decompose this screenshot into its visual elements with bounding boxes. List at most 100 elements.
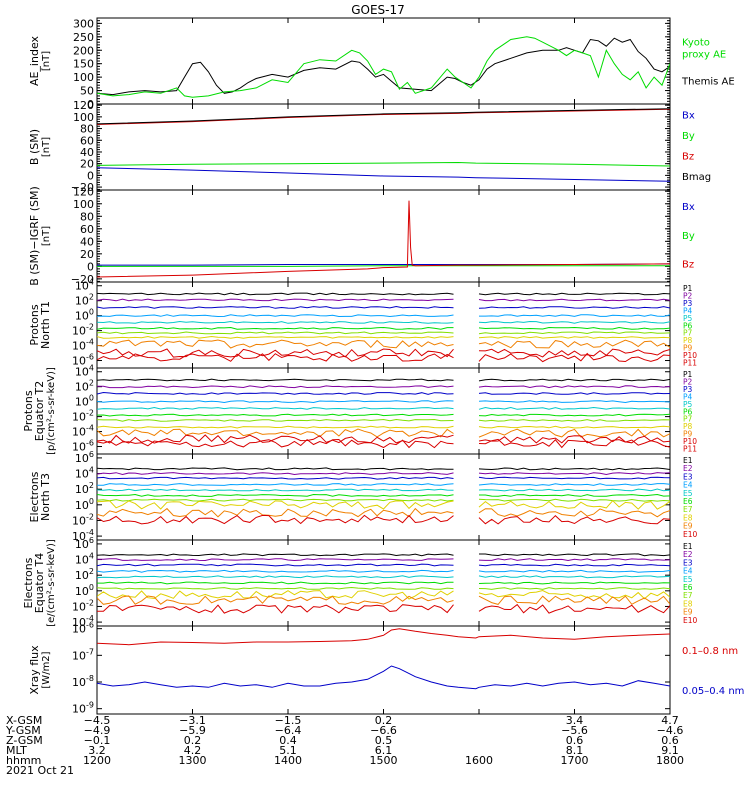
series-line-e2 — [97, 558, 454, 562]
x-row-value: −4.5 — [84, 714, 111, 727]
y-tick-label: 102 — [75, 293, 94, 308]
legend-channel: E1 — [683, 456, 693, 465]
x-row-value: −1.5 — [275, 714, 302, 727]
y-tick-label: 40 — [80, 146, 94, 159]
series-line-e5 — [478, 575, 670, 579]
x-row-value: 0.5 — [375, 734, 393, 747]
legend-entry: Themis AE — [681, 76, 735, 87]
series-line-e1 — [97, 553, 454, 557]
series-line-p4 — [479, 314, 670, 317]
y-tick-label: 0 — [87, 98, 94, 111]
x-row-value: −0.1 — [84, 734, 111, 747]
series-line-p4 — [97, 314, 454, 318]
x-row-label: MLT — [6, 744, 27, 757]
y-axis-label: Electrons — [28, 471, 41, 522]
legend-channel: E3 — [683, 558, 693, 567]
panel-frame — [96, 189, 671, 283]
y-tick-label: 20 — [80, 158, 94, 171]
legend-channel: P9 — [683, 430, 693, 439]
legend-channel: P10 — [683, 437, 697, 446]
y-tick-label: 300 — [73, 17, 94, 30]
series-group — [97, 292, 670, 363]
series-line-e6 — [97, 581, 454, 585]
legend-channel: E10 — [683, 530, 698, 539]
series-line-themis-ae — [97, 37, 670, 96]
legend-entry: By — [682, 131, 695, 142]
series-line-p3 — [478, 392, 670, 395]
legend-entry: Bz — [682, 151, 694, 162]
y-tick-label: 100 — [75, 308, 94, 323]
y-tick-label: 120 — [73, 99, 94, 112]
y-axis-unit: [W/m2] — [41, 651, 52, 688]
legend-entry: 0.05–0.4 nm — [682, 686, 744, 697]
legend-channel: E3 — [683, 472, 693, 481]
legend-channel: P11 — [683, 445, 697, 454]
y-tick-label: 60 — [80, 223, 94, 236]
series-line-e6 — [478, 581, 670, 585]
series-line-p9 — [478, 339, 670, 349]
series-line-bx — [97, 167, 670, 182]
series-line-0-05-0-4-nm — [97, 665, 670, 690]
series-line-bz — [97, 200, 670, 278]
legend-channel: E2 — [683, 464, 693, 473]
x-row-value: 1600 — [465, 754, 493, 767]
y-tick-label: 120 — [73, 185, 94, 198]
x-row-value: 1500 — [370, 754, 398, 767]
series-line-p7 — [97, 331, 454, 335]
y-axis-label: B (SM) — [28, 129, 41, 165]
series-line-by — [97, 161, 670, 167]
series-line-e2 — [478, 558, 670, 562]
y-tick-label: 150 — [73, 58, 94, 71]
series-group — [97, 378, 670, 449]
legend-channel: E8 — [683, 513, 693, 522]
series-group — [97, 553, 670, 614]
series-line-p7 — [97, 418, 454, 422]
legend-entry: proxy AE — [682, 49, 726, 60]
y-axis-unit: [e/(cm²-s-sr-keV)] — [46, 539, 57, 627]
y-axis-label-2: North T3 — [39, 473, 52, 521]
series-line-e2 — [478, 472, 670, 476]
series-line-p2 — [97, 385, 454, 389]
y-axis-label: Protons — [22, 390, 35, 431]
series-line-e10 — [97, 514, 454, 525]
y-axis-label-2: Equator T4 — [33, 553, 46, 613]
legend-channel: E4 — [683, 567, 693, 576]
series-line-p6 — [478, 326, 670, 330]
series-line-e6 — [97, 493, 454, 497]
series-line-p11 — [97, 438, 454, 449]
y-axis-unit: [nT] — [41, 51, 52, 71]
legend-channel: P4 — [683, 392, 693, 401]
series-line-e1 — [97, 467, 454, 471]
x-row-value: −3.1 — [179, 714, 206, 727]
x-date-label: 2021 Oct 21 — [6, 764, 74, 777]
series-line-p11 — [478, 352, 670, 363]
legend-entry: Bx — [682, 110, 695, 121]
series-line-e3 — [97, 476, 454, 480]
y-tick-label: 80 — [80, 210, 94, 223]
y-axis-unit: [p/(cm²-s-sr-keV)] — [46, 367, 57, 455]
legend-channel: P10 — [683, 351, 697, 360]
series-line-e10 — [478, 603, 670, 614]
y-tick-label: 0 — [87, 169, 94, 182]
series-line-e10 — [97, 604, 454, 614]
series-line-p11 — [478, 438, 670, 449]
legend-channel: P3 — [683, 385, 693, 394]
y-tick-label: 10-2 — [72, 323, 94, 338]
series-line-e3 — [478, 563, 670, 567]
series-line-p8 — [97, 425, 454, 429]
x-row-label: X-GSM — [6, 714, 42, 727]
x-row-value: 0.6 — [661, 734, 679, 747]
y-tick-label: 100 — [73, 198, 94, 211]
y-tick-label: 100 — [75, 394, 94, 409]
legend-channel: E1 — [683, 542, 693, 551]
series-line-kyoto-proxy-ae — [97, 36, 670, 98]
x-row-value: −4.9 — [84, 724, 111, 737]
series-line-bz — [97, 108, 670, 125]
series-line-p10 — [97, 348, 454, 358]
x-row-value: 6.1 — [375, 744, 393, 757]
